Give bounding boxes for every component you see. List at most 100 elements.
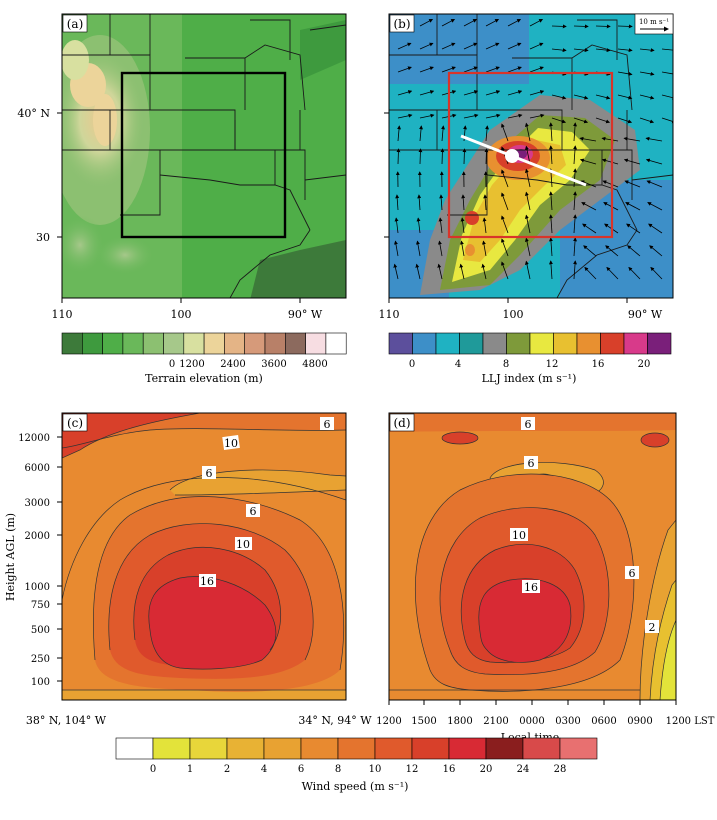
d-contour-6-mid: 6 — [528, 457, 535, 470]
wind-vector-140 — [605, 245, 619, 257]
wind-vector-37 — [639, 71, 655, 76]
wind-vector-57 — [507, 113, 523, 119]
wind-swatch-11 — [522, 737, 561, 760]
wind-vector-78 — [396, 148, 401, 165]
wind-vector-27 — [419, 66, 434, 73]
c-contour-6-mid: 6 — [206, 467, 213, 480]
wind-vectors — [393, 19, 673, 280]
wind-vector-63 — [639, 117, 655, 124]
wind-vector-126 — [582, 223, 597, 234]
llj-swatch-1 — [412, 332, 437, 355]
wind-vector-36 — [617, 71, 633, 76]
wind-vector-131 — [415, 240, 421, 257]
wind-tick-16: 16 — [443, 764, 456, 775]
wind-vector-124 — [548, 214, 553, 234]
wind-vector-87 — [579, 158, 597, 165]
d-xlabel-0000: 0000 — [519, 716, 544, 727]
wind-vector-145 — [437, 263, 443, 280]
panel-d-label: (d) — [393, 416, 410, 430]
wind-vector-45 — [529, 90, 545, 96]
wind-tick-20: 20 — [480, 764, 493, 775]
wind-vector-150 — [548, 260, 553, 280]
wind-vector-128 — [626, 223, 641, 234]
wind-vector-139 — [583, 245, 597, 257]
wind-vector-20 — [551, 48, 567, 53]
wind-swatch-6 — [337, 737, 376, 760]
wind-vector-113 — [581, 202, 597, 211]
wind-vector-6 — [529, 19, 544, 27]
d-xlabel-1200: 1200 — [376, 716, 401, 727]
wind-vector-121 — [482, 217, 487, 234]
terrain-swatch-7 — [203, 332, 225, 355]
wind-vector-72 — [548, 122, 553, 142]
c-contour-10: 10 — [236, 538, 250, 551]
llj-colorbar: 0 4 8 12 16 20 LLJ index (m s⁻¹) — [388, 332, 672, 385]
wind-vector-133 — [459, 240, 465, 257]
domain-box-a — [120, 71, 287, 239]
wind-vector-53 — [419, 113, 435, 119]
terrain-tick-1200: 1200 — [179, 359, 204, 370]
wind-vector-129 — [648, 223, 663, 234]
wind-vector-130 — [393, 240, 399, 257]
c-contour-6-top: 6 — [324, 418, 331, 431]
wind-vector-138 — [573, 237, 578, 257]
terrain-swatch-1 — [82, 332, 103, 355]
d-xlabel-1800: 1800 — [447, 716, 472, 727]
d-contour-6-right: 6 — [629, 567, 636, 580]
wind-tick-2: 2 — [224, 764, 230, 775]
wind-vector-134 — [481, 240, 487, 257]
height-tick-2000: 2000 — [25, 531, 50, 542]
wind-swatch-2 — [189, 737, 228, 760]
wind-vector-108 — [483, 194, 488, 211]
wind-swatch-12 — [559, 737, 598, 760]
wind-vector-2 — [441, 19, 456, 27]
wind-vector-90 — [645, 158, 663, 165]
wind-vector-46 — [551, 94, 567, 100]
wind-vector-74 — [579, 136, 597, 142]
cross-section-line — [460, 134, 587, 187]
wind-swatch-10 — [485, 737, 524, 760]
wind-vector-109 — [501, 192, 509, 211]
wind-vector-43 — [485, 90, 501, 96]
wind-vector-136 — [524, 237, 531, 257]
llj-tick-4: 4 — [455, 359, 461, 370]
llj-swatch-2 — [435, 332, 460, 355]
a-xlabel-100: 100 — [171, 308, 192, 321]
wind-vector-49 — [617, 94, 633, 100]
wind-tick-0: 0 — [150, 764, 156, 775]
height-tick-100: 100 — [31, 677, 50, 688]
terrain-tick-2400: 2400 — [220, 359, 245, 370]
wind-tick-28: 28 — [554, 764, 567, 775]
a-xlabel-90w: 90° W — [288, 308, 323, 321]
wind-tick-4: 4 — [261, 764, 267, 775]
wind-vector-51 — [661, 94, 673, 100]
wind-vector-135 — [501, 238, 509, 257]
panel-a: (a) 40° N 30 110 100 90° W — [17, 13, 347, 321]
wind-vector-19 — [529, 42, 544, 50]
wind-vector-29 — [463, 66, 478, 73]
llj-tick-20: 20 — [638, 359, 651, 370]
wind-vector-38 — [661, 71, 673, 76]
wind-vector-56 — [485, 113, 501, 119]
wind-vector-122 — [501, 215, 509, 234]
a-ylabel-40: 40° N — [17, 107, 50, 120]
wind-vector-1 — [419, 19, 434, 27]
wind-swatch-3 — [226, 737, 265, 760]
d-xlabel-2100: 2100 — [483, 716, 508, 727]
wind-vector-25 — [661, 48, 673, 53]
wind-vector-154 — [628, 266, 641, 280]
llj-tick-8: 8 — [503, 359, 509, 370]
wind-colorbar: 0 1 2 4 6 8 10 12 16 20 24 28 Wind speed… — [115, 737, 598, 793]
llj-swatch-5 — [506, 332, 531, 355]
wind-vector-79 — [418, 148, 423, 165]
reference-vector-label: 10 m s⁻¹ — [639, 18, 669, 26]
wind-vector-21 — [573, 48, 589, 53]
wind-vector-86 — [573, 145, 578, 165]
wind-vector-110 — [524, 191, 531, 211]
height-tick-1000: 1000 — [25, 582, 50, 593]
panel-c: 6 10 6 6 10 16 (c) 38° N, 104° W 34° N, … — [26, 412, 372, 727]
wind-vector-40 — [419, 90, 435, 96]
wind-vector-155 — [650, 266, 663, 280]
wind-vector-99 — [573, 168, 578, 188]
